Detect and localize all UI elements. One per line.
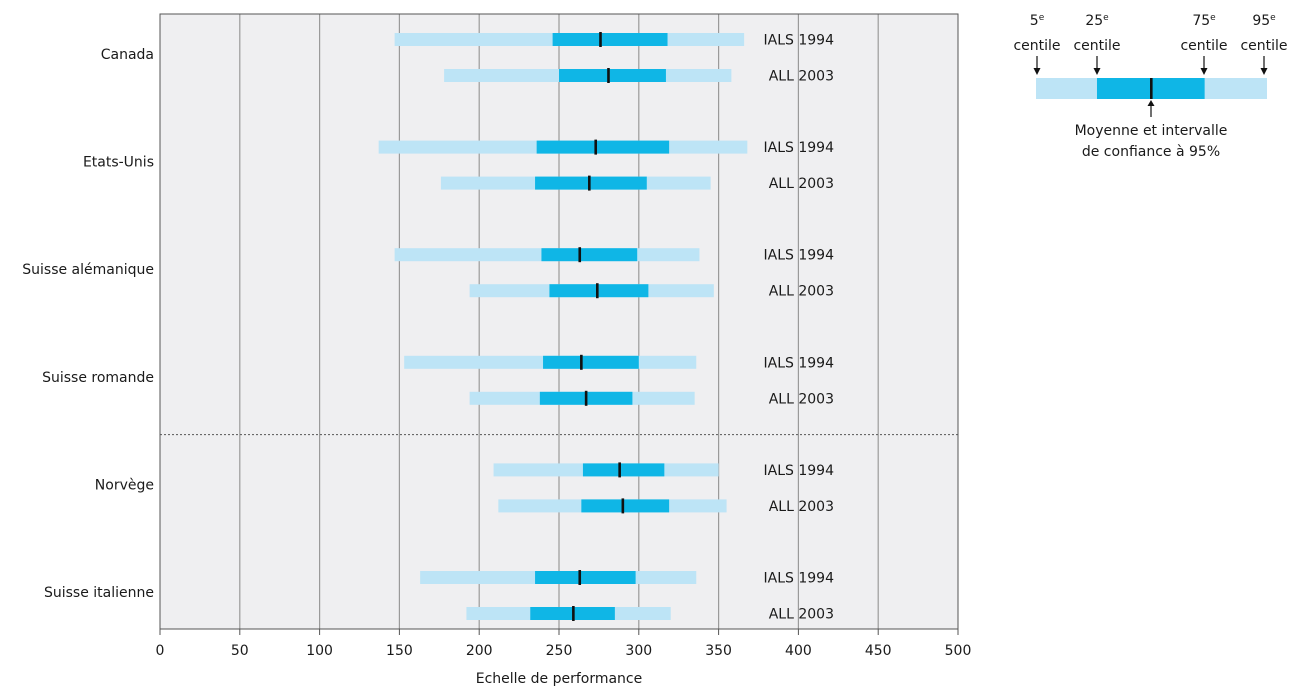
category-label: Etats-Unis bbox=[83, 155, 154, 171]
mean-marker bbox=[596, 283, 599, 299]
category-labels: Canada Etats-Unis Suisse alémanique Suisse … bbox=[22, 47, 154, 601]
plot-border bbox=[159, 13, 959, 630]
range-bar bbox=[394, 32, 745, 47]
range-bar bbox=[498, 498, 727, 514]
series-label: ALL 2003 bbox=[769, 69, 834, 85]
category-label: Suisse alémanique bbox=[22, 262, 154, 278]
series-label: IALS 1994 bbox=[764, 463, 835, 479]
mean-marker bbox=[580, 354, 583, 370]
legend-centile-label: centile bbox=[1180, 38, 1227, 54]
mean-marker bbox=[594, 139, 598, 155]
inner-range bbox=[535, 571, 636, 584]
x-tick-label: 300 bbox=[625, 643, 652, 659]
range-bar bbox=[404, 354, 697, 370]
series-label: ALL 2003 bbox=[769, 284, 834, 300]
legend: 5e centile 25e centile 75e centile 95e centile M… bbox=[1013, 13, 1287, 160]
category-label: Canada bbox=[101, 47, 154, 63]
x-tick-label: 0 bbox=[156, 643, 165, 659]
x-tick-label: 400 bbox=[785, 643, 812, 659]
inner-range bbox=[543, 355, 639, 369]
legend-percentile-label: 25e bbox=[1085, 13, 1109, 29]
x-tick-label: 100 bbox=[306, 643, 333, 659]
legend-arrow-head bbox=[1033, 68, 1041, 75]
mean-marker bbox=[588, 175, 591, 191]
mean-marker bbox=[584, 390, 588, 406]
legend-centile-label: centile bbox=[1013, 38, 1060, 54]
range-bar bbox=[378, 139, 748, 155]
legend-mean-label: de confiance à 95% bbox=[1082, 144, 1220, 160]
mean-marker bbox=[621, 498, 625, 514]
series-label: IALS 1994 bbox=[764, 140, 835, 156]
gridlines bbox=[239, 14, 879, 629]
x-tick-label: 50 bbox=[231, 643, 249, 659]
legend-percentile-label: 5e bbox=[1030, 13, 1045, 29]
range-bar bbox=[466, 606, 671, 621]
inner-range bbox=[549, 284, 649, 298]
range-bar bbox=[469, 390, 695, 406]
range-bar bbox=[440, 175, 711, 191]
series-label: IALS 1994 bbox=[764, 33, 835, 49]
range-bar bbox=[394, 247, 700, 263]
x-tick-label: 450 bbox=[865, 643, 892, 659]
inner-range bbox=[535, 176, 647, 190]
series-label: IALS 1994 bbox=[764, 571, 835, 587]
inner-range bbox=[552, 33, 668, 46]
legend-arrow-head bbox=[1093, 68, 1101, 75]
series-label: IALS 1994 bbox=[764, 355, 835, 371]
series-label: ALL 2003 bbox=[769, 607, 834, 623]
series-label: ALL 2003 bbox=[769, 391, 834, 407]
legend-arrow-head bbox=[1200, 68, 1208, 75]
series-label: ALL 2003 bbox=[769, 176, 834, 192]
legend-mean-arrow-head bbox=[1147, 100, 1155, 106]
x-tick-label: 350 bbox=[705, 643, 732, 659]
category-label: Suisse italienne bbox=[44, 585, 154, 601]
inner-range bbox=[559, 69, 666, 82]
legend-mean-marker bbox=[1150, 78, 1153, 99]
mean-marker bbox=[572, 606, 575, 621]
x-tick-label: 150 bbox=[386, 643, 413, 659]
range-bar bbox=[444, 68, 732, 83]
mean-marker bbox=[599, 32, 602, 47]
range-bar bbox=[493, 462, 719, 478]
x-tick-label: 250 bbox=[546, 643, 573, 659]
inner-range bbox=[582, 463, 665, 477]
inner-range bbox=[541, 248, 638, 262]
series-label: ALL 2003 bbox=[769, 499, 834, 515]
inner-range bbox=[581, 499, 670, 513]
legend-mean-label: Moyenne et intervalle bbox=[1075, 123, 1228, 139]
legend-centile-label: centile bbox=[1073, 38, 1120, 54]
range-bar bbox=[420, 570, 697, 585]
category-label: Norvège bbox=[95, 477, 154, 493]
mean-marker bbox=[578, 247, 582, 263]
x-tick-label: 200 bbox=[466, 643, 493, 659]
x-tick-label: 500 bbox=[945, 643, 972, 659]
mean-marker bbox=[607, 68, 610, 83]
x-tick-labels: 0 50 100 150 200 250 300 350 400 450 500 bbox=[156, 629, 972, 659]
series-label: IALS 1994 bbox=[764, 248, 835, 264]
legend-centile-label: centile bbox=[1240, 38, 1287, 54]
range-bar bbox=[469, 283, 714, 299]
series-labels: IALS 1994 ALL 2003 IALS 1994 ALL 2003 IALS 1… bbox=[764, 33, 835, 623]
legend-percentile-label: 95e bbox=[1252, 13, 1276, 29]
inner-range bbox=[536, 140, 670, 154]
category-label: Suisse romande bbox=[42, 370, 154, 386]
x-axis-title: Echelle de performance bbox=[476, 671, 642, 687]
bars bbox=[160, 32, 958, 621]
legend-arrow-head bbox=[1260, 68, 1268, 75]
mean-marker bbox=[578, 570, 582, 585]
legend-percentile-label: 75e bbox=[1192, 13, 1216, 29]
mean-marker bbox=[618, 462, 621, 478]
